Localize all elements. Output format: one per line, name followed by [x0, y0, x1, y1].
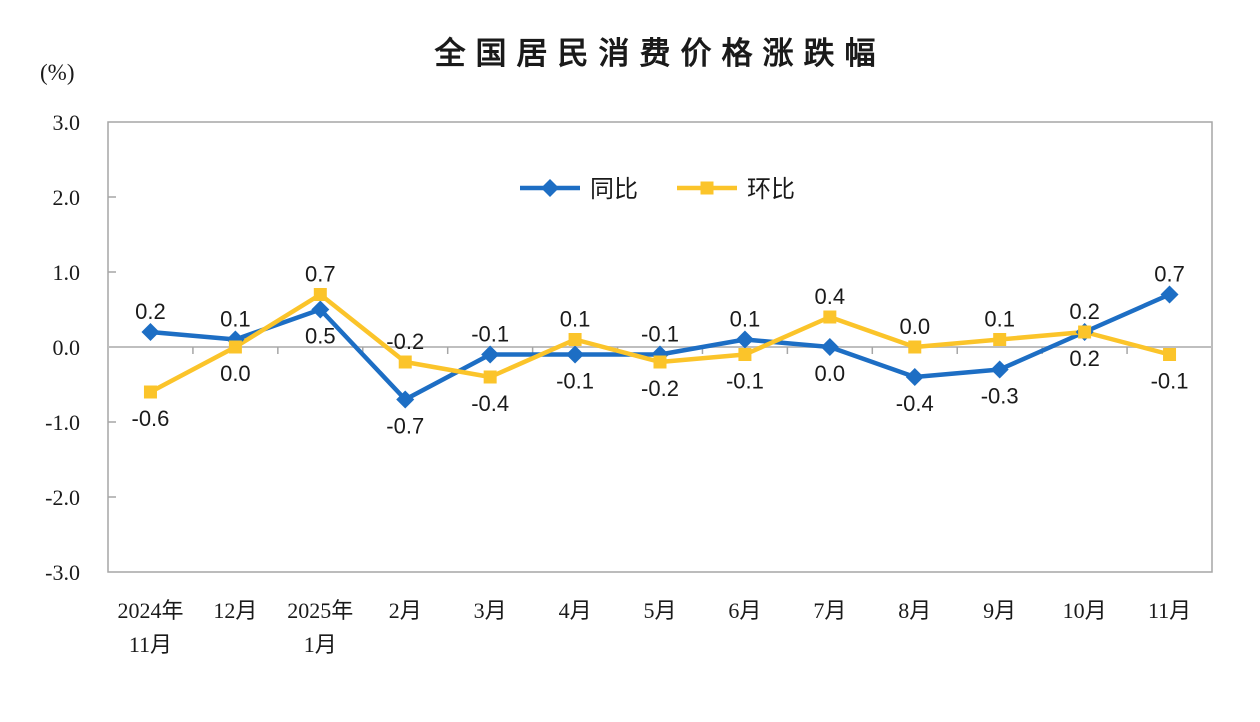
data-label: -0.7: [386, 414, 424, 439]
x-category-label: 11月: [129, 632, 172, 657]
x-category-label: 2024年: [117, 598, 183, 623]
x-category-label: 10月: [1063, 598, 1107, 623]
data-label: -0.1: [726, 369, 764, 394]
data-label: -0.6: [132, 406, 170, 431]
data-label: 0.0: [220, 361, 251, 386]
marker-square: [398, 355, 412, 369]
marker-diamond: [990, 360, 1009, 379]
x-category-label: 2月: [389, 598, 422, 623]
marker-square: [993, 333, 1007, 346]
marker-square: [738, 348, 752, 361]
data-label: 0.1: [730, 307, 761, 332]
data-label: 0.0: [899, 314, 930, 339]
y-axis-tick-label: 3.0: [53, 110, 81, 135]
data-label: 0.7: [305, 262, 336, 287]
marker-diamond: [566, 345, 585, 364]
marker-square: [483, 370, 497, 384]
data-label: -0.2: [641, 376, 679, 401]
y-axis-tick-label: 1.0: [53, 260, 81, 285]
x-category-label: 9月: [983, 598, 1016, 623]
y-axis-tick-label: -2.0: [45, 485, 80, 510]
marker-diamond: [481, 345, 500, 364]
data-label: -0.4: [896, 391, 934, 416]
marker-square: [1163, 348, 1177, 361]
y-axis-tick-label: 2.0: [53, 185, 81, 210]
data-label: 0.2: [135, 299, 166, 324]
marker-square: [653, 355, 667, 369]
marker-diamond: [735, 330, 754, 349]
marker-square: [823, 310, 837, 324]
data-label: -0.2: [386, 329, 424, 354]
marker-diamond: [311, 300, 330, 319]
x-category-label: 7月: [813, 598, 846, 623]
x-category-label: 6月: [728, 598, 761, 623]
x-category-label: 12月: [213, 598, 257, 623]
marker-square: [143, 385, 157, 399]
x-category-label: 11月: [1148, 598, 1191, 623]
marker-square: [228, 340, 242, 354]
data-label: -0.1: [471, 322, 509, 347]
chart-title: 全国居民消费价格涨跌幅: [434, 36, 886, 71]
marker-diamond: [141, 323, 160, 341]
data-label: -0.1: [556, 369, 594, 394]
marker-square: [568, 333, 582, 346]
y-axis-tick-label: 0.0: [53, 335, 81, 360]
data-label: -0.3: [981, 384, 1019, 409]
data-label: 0.1: [984, 307, 1015, 332]
marker-diamond: [905, 368, 924, 386]
x-category-label: 4月: [559, 598, 592, 623]
data-label: 0.0: [815, 361, 846, 386]
data-label: 0.2: [1069, 299, 1100, 324]
data-label: -0.1: [641, 322, 679, 347]
x-category-label: 1月: [304, 632, 337, 657]
x-category-label: 8月: [898, 598, 931, 623]
data-label: 0.2: [1069, 346, 1100, 371]
data-label: -0.4: [471, 391, 509, 416]
data-label: 0.1: [220, 307, 251, 332]
marker-diamond: [820, 338, 839, 356]
legend-label-huanbi: 环比: [747, 176, 795, 203]
y-axis-tick-label: -3.0: [45, 560, 80, 585]
data-label: -0.1: [1151, 369, 1189, 394]
legend-marker-square: [700, 181, 714, 195]
data-label: 0.1: [560, 307, 591, 332]
legend-marker-diamond: [541, 179, 559, 197]
data-label: 0.5: [305, 324, 336, 349]
y-axis-tick-label: -1.0: [45, 410, 80, 435]
x-category-label: 5月: [643, 598, 676, 623]
marker-diamond: [1160, 285, 1179, 304]
x-category-label: 2025年: [287, 598, 353, 623]
legend-label-tongbi: 同比: [590, 176, 638, 203]
marker-square: [1078, 325, 1092, 339]
data-label: 0.4: [815, 284, 846, 309]
x-category-label: 3月: [474, 598, 507, 623]
y-axis-unit-label: (%): [40, 60, 75, 85]
marker-square: [908, 340, 922, 354]
marker-square: [313, 288, 327, 301]
marker-diamond: [396, 390, 415, 409]
data-label: 0.7: [1154, 262, 1185, 287]
